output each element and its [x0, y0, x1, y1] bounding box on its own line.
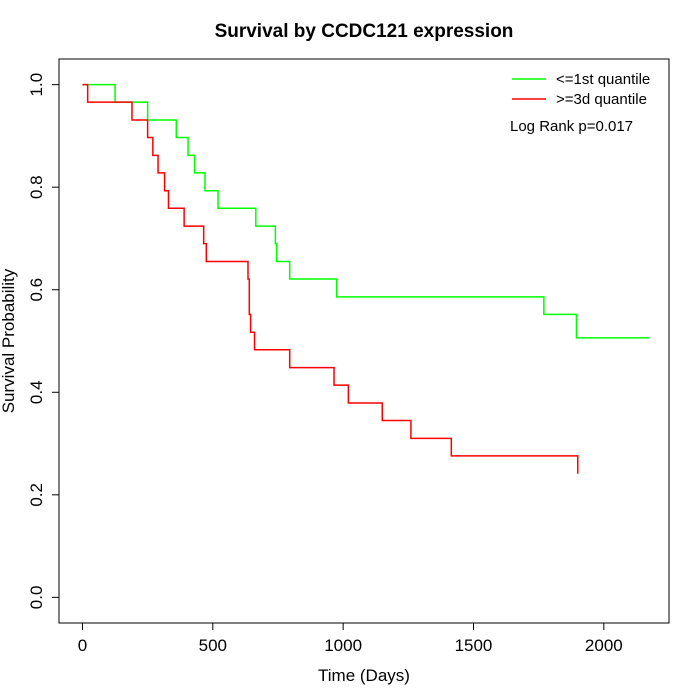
series-line-2 — [82, 83, 579, 474]
x-tick-label: 1000 — [324, 636, 362, 655]
x-tick-label: 1500 — [455, 636, 493, 655]
y-axis: 0.0 0.2 0.4 0.6 0.8 1.0 — [27, 73, 60, 610]
x-tick-label: 500 — [199, 636, 227, 655]
y-tick-label: 0.4 — [27, 380, 46, 404]
series-line-1 — [82, 83, 650, 339]
y-tick-label: 1.0 — [27, 73, 46, 97]
y-tick-label: 0.6 — [27, 278, 46, 302]
y-tick-label: 0.2 — [27, 483, 46, 507]
legend-label-2: >=3d quantile — [556, 91, 647, 108]
legend: <=1st quantile >=3d quantile — [512, 71, 650, 108]
x-tick-label: 0 — [78, 636, 87, 655]
x-axis: 0 500 1000 1500 2000 — [78, 622, 623, 655]
series-layer — [82, 83, 650, 474]
legend-label-1: <=1st quantile — [556, 71, 650, 88]
y-axis-label: Survival Probability — [0, 268, 18, 413]
chart-title: Survival by CCDC121 expression — [215, 21, 514, 42]
x-axis-label: Time (Days) — [318, 666, 410, 685]
x-tick-label: 2000 — [585, 636, 623, 655]
log-rank-annotation: Log Rank p=0.017 — [510, 118, 633, 135]
plot-frame — [58, 58, 670, 624]
y-tick-label: 0.0 — [27, 586, 46, 610]
y-tick-label: 0.8 — [27, 175, 46, 199]
